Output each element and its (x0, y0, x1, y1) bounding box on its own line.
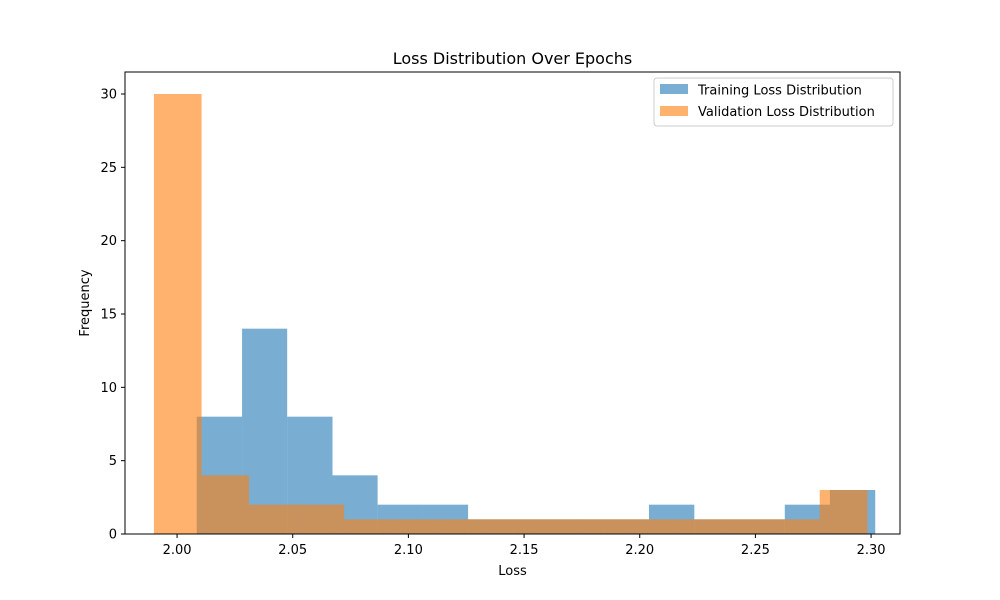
validation-bar (153, 94, 202, 534)
x-tick-label: 2.00 (163, 543, 192, 558)
x-tick-label: 2.15 (510, 543, 539, 558)
y-axis-label: Frequency (78, 269, 93, 336)
validation-bar (344, 519, 392, 534)
x-tick-label: 2.25 (741, 543, 770, 558)
validation-bar (534, 519, 582, 534)
x-tick-label: 2.10 (394, 543, 423, 558)
plot-frame (124, 71, 901, 535)
bars-layer (153, 94, 876, 534)
validation-bar (391, 519, 440, 534)
x-tick-label: 2.05 (278, 543, 307, 558)
validation-bar (772, 519, 820, 534)
legend-label-training: Training Loss Distribution (697, 84, 862, 99)
validation-bar (677, 519, 725, 534)
validation-bar (486, 519, 535, 534)
x-axis-ticks: 2.00 2.05 2.10 2.15 2.20 2.25 2.30 (163, 534, 886, 558)
legend-swatch-validation (660, 106, 688, 116)
legend: Training Loss Distribution Validation Lo… (653, 77, 894, 127)
x-tick-label: 2.30 (857, 543, 886, 558)
training-bar (242, 328, 288, 534)
y-tick-label: 5 (109, 454, 117, 469)
y-tick-label: 15 (100, 308, 117, 323)
y-tick-label: 10 (100, 381, 117, 396)
y-tick-label: 25 (100, 161, 117, 176)
y-tick-label: 0 (109, 528, 117, 543)
legend-frame (653, 77, 894, 127)
legend-label-validation: Validation Loss Distribution (698, 105, 875, 120)
y-tick-label: 30 (100, 88, 117, 103)
validation-bar (819, 490, 868, 534)
x-tick-label: 2.20 (625, 543, 654, 558)
y-axis-ticks: 0 5 10 15 20 25 30 (100, 88, 125, 543)
chart-title: Loss Distribution Over Epochs (393, 49, 633, 68)
validation-bar (629, 519, 678, 534)
validation-bar (201, 475, 249, 534)
x-axis-label: Loss (498, 564, 527, 579)
validation-bar (249, 504, 297, 534)
validation-bar (439, 519, 487, 534)
validation-bar (724, 519, 773, 534)
y-tick-label: 20 (100, 234, 117, 249)
validation-bar (296, 504, 345, 534)
validation-bar (581, 519, 630, 534)
legend-swatch-training (660, 84, 688, 94)
